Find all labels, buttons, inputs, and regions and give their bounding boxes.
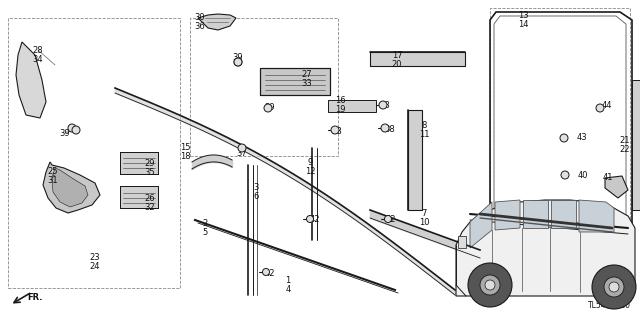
Text: 25
31: 25 31	[48, 167, 58, 185]
Bar	[370, 52, 465, 66]
Bar	[120, 186, 158, 208]
Text: 41: 41	[603, 174, 613, 182]
Text: 21
22: 21 22	[620, 136, 630, 154]
Text: 17
20: 17 20	[392, 51, 403, 69]
Polygon shape	[43, 162, 100, 213]
Text: 9
12: 9 12	[305, 158, 316, 176]
Text: 42: 42	[310, 214, 320, 224]
Text: 7
10: 7 10	[419, 209, 429, 227]
Polygon shape	[16, 42, 46, 118]
Bar	[120, 152, 158, 174]
Text: 8
11: 8 11	[419, 121, 429, 139]
Bar	[8, 18, 180, 288]
Text: 2
5: 2 5	[202, 219, 207, 237]
Text: 27
33: 27 33	[301, 70, 312, 88]
Bar	[328, 100, 376, 112]
Polygon shape	[52, 168, 88, 207]
Text: 30
36: 30 36	[195, 13, 205, 31]
Circle shape	[381, 124, 389, 132]
Text: 16
19: 16 19	[335, 96, 346, 114]
Circle shape	[560, 134, 568, 142]
Bar	[190, 18, 338, 156]
Circle shape	[609, 282, 619, 292]
Bar	[490, 8, 630, 273]
Circle shape	[485, 280, 495, 290]
Circle shape	[262, 269, 269, 276]
Text: FR.: FR.	[28, 293, 43, 301]
Circle shape	[596, 104, 604, 112]
Polygon shape	[495, 200, 520, 230]
Circle shape	[604, 277, 624, 297]
Polygon shape	[523, 200, 548, 228]
Circle shape	[264, 104, 272, 112]
Text: 39: 39	[233, 54, 243, 63]
Circle shape	[238, 144, 246, 152]
Bar	[458, 236, 466, 248]
Text: 29
35: 29 35	[145, 159, 156, 177]
Circle shape	[592, 265, 636, 309]
Text: 42: 42	[265, 269, 275, 278]
Circle shape	[379, 101, 387, 109]
Circle shape	[561, 171, 569, 179]
Text: TL54B4210: TL54B4210	[588, 301, 630, 310]
Text: 38: 38	[385, 125, 396, 135]
Text: 42: 42	[386, 214, 396, 224]
Text: 23
24: 23 24	[90, 253, 100, 271]
Text: 38: 38	[332, 127, 342, 136]
Polygon shape	[470, 202, 492, 248]
Text: 44: 44	[602, 100, 612, 109]
Bar	[408, 110, 422, 210]
Text: 15
18: 15 18	[180, 143, 190, 161]
Text: 1
4: 1 4	[285, 276, 291, 294]
Circle shape	[331, 126, 339, 134]
Polygon shape	[260, 68, 330, 95]
Text: 37: 37	[237, 149, 248, 158]
Text: 43: 43	[577, 133, 588, 143]
Circle shape	[480, 275, 500, 295]
Polygon shape	[456, 200, 635, 296]
Polygon shape	[579, 200, 614, 232]
Polygon shape	[551, 200, 576, 228]
Text: 38: 38	[380, 100, 390, 109]
Text: 26
32: 26 32	[145, 194, 156, 212]
Text: 28
34: 28 34	[33, 46, 44, 64]
Polygon shape	[198, 14, 236, 30]
Circle shape	[68, 124, 76, 132]
Bar	[632, 80, 640, 210]
Circle shape	[468, 263, 512, 307]
Circle shape	[234, 58, 242, 66]
Circle shape	[307, 216, 314, 222]
Text: 39: 39	[60, 129, 70, 137]
Polygon shape	[605, 176, 628, 198]
Circle shape	[385, 216, 392, 222]
Circle shape	[234, 58, 242, 66]
Text: 3
6: 3 6	[253, 183, 259, 201]
Circle shape	[72, 126, 80, 134]
Text: 39: 39	[265, 103, 275, 113]
Text: 13
14: 13 14	[518, 11, 528, 29]
Text: 40: 40	[578, 172, 588, 181]
